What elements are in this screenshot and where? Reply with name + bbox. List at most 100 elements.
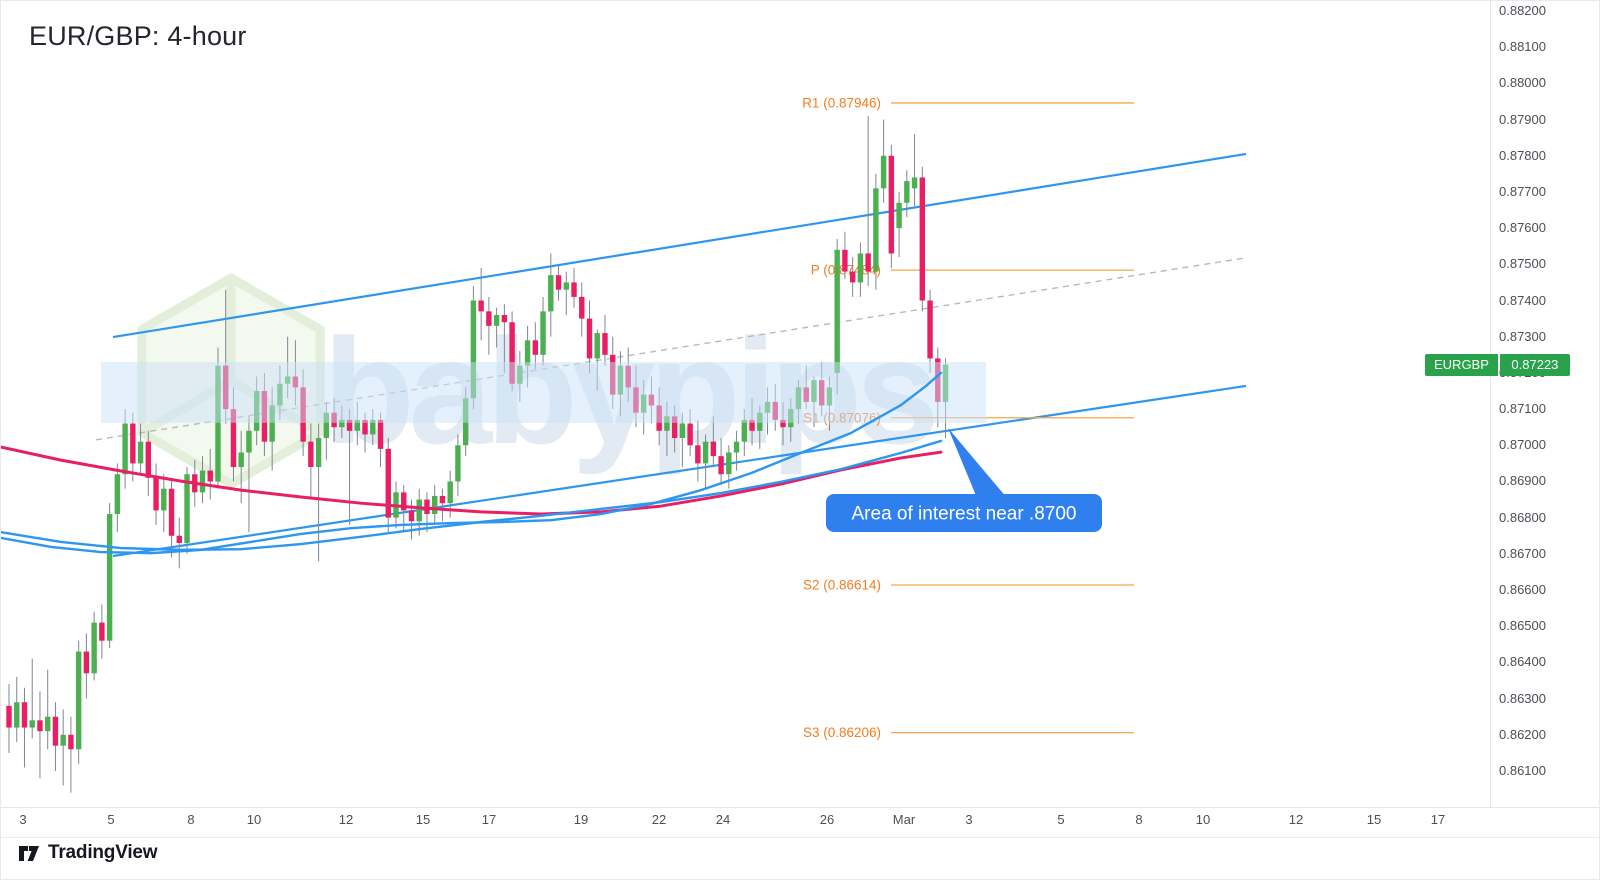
time-axis-label: 8 — [1135, 812, 1143, 827]
time-axis-label: 15 — [1366, 812, 1382, 827]
candle-up — [834, 249, 840, 373]
candle-down — [555, 275, 562, 290]
last-price-value: 0.87223 — [1499, 353, 1570, 376]
candle-down — [671, 416, 678, 439]
candle-down — [176, 535, 182, 543]
candle-down — [710, 441, 717, 457]
candle-up — [184, 474, 190, 543]
candle-down — [586, 318, 593, 359]
candle-up — [455, 445, 461, 482]
time-axis-label: 15 — [415, 812, 431, 827]
price-axis-label: 0.86100 — [1499, 762, 1546, 778]
candle-up — [91, 622, 97, 674]
candle-down — [230, 409, 237, 467]
time-axis-label: 8 — [187, 812, 195, 827]
candle-up — [29, 720, 35, 728]
candle-down — [532, 340, 539, 355]
area-of-interest-band[interactable] — [101, 362, 986, 423]
price-axis-label: 0.88200 — [1499, 3, 1546, 18]
candle-down — [602, 333, 608, 355]
candle-up — [215, 365, 221, 482]
candle-down — [780, 419, 786, 428]
candle-down — [849, 271, 856, 283]
candle-up — [540, 311, 546, 355]
candle-down — [501, 314, 508, 323]
candle-up — [741, 419, 747, 442]
candle-down — [695, 445, 701, 464]
time-axis-label: 12 — [1288, 812, 1304, 827]
candle-down — [842, 249, 848, 272]
mid-trend-line[interactable] — [95, 257, 1247, 441]
time-axis-label: 5 — [1057, 812, 1065, 827]
candle-down — [83, 651, 90, 674]
callout-text: Area of interest near .8700 — [852, 504, 1077, 525]
candle-down — [6, 705, 12, 728]
candle-down — [486, 311, 492, 326]
page-title: EUR/GBP: 4-hour — [29, 21, 247, 51]
candle-down — [168, 488, 175, 536]
price-axis-label: 0.87600 — [1499, 220, 1546, 236]
candle-up — [323, 412, 330, 439]
candle-up — [702, 441, 709, 464]
candle-up — [726, 452, 732, 475]
candle-up — [432, 495, 438, 515]
price-axis-divider — [1490, 1, 1491, 807]
candle-up — [524, 340, 531, 366]
candle-up — [114, 474, 121, 515]
candle-up — [447, 481, 453, 504]
time-axis-label: 5 — [107, 812, 115, 827]
candle-up — [246, 430, 252, 453]
candle-up — [122, 423, 128, 475]
time-axis-label: 10 — [1195, 812, 1211, 827]
candle-down — [21, 702, 28, 728]
candle-up — [548, 275, 554, 312]
tradingview-attribution[interactable]: TradingView — [17, 841, 158, 865]
candle-down — [362, 419, 368, 435]
candle-up — [733, 441, 740, 453]
candle-up — [896, 202, 902, 229]
price-axis-label: 0.87800 — [1499, 147, 1546, 163]
time-axis-divider — [1, 807, 1599, 808]
ma-pink-line[interactable] — [1, 445, 943, 516]
candle-down — [888, 155, 895, 254]
ma-blue-slow-line[interactable] — [1, 439, 943, 552]
candle-down — [37, 720, 43, 732]
time-axis-label: 17 — [1430, 812, 1446, 827]
candle-down — [68, 734, 74, 750]
time-axis-label: 17 — [481, 812, 497, 827]
candle-down — [52, 716, 59, 746]
lower-channel-line[interactable] — [112, 384, 1247, 558]
price-axis[interactable]: 0.88200 0.88100 0.88000 0.87900 0.87800 0.877… — [1491, 1, 1599, 807]
candle-up — [857, 253, 864, 283]
pivot-label: R1 (0.87946) — [802, 95, 881, 110]
candle-down — [687, 423, 693, 446]
candle-up — [161, 488, 167, 511]
last-price-symbol: EURGBP — [1425, 353, 1498, 376]
time-axis-label: 12 — [338, 812, 354, 827]
time-axis[interactable]: 3 5 8 10 12 15 17 19 22 24 26 Mar 3 5 8 10 12 15 17 — [1, 807, 1490, 837]
candle-up — [416, 499, 422, 522]
candle-down — [408, 510, 415, 522]
candle-up — [904, 181, 910, 203]
candle-up — [493, 314, 500, 326]
price-axis-label: 0.87700 — [1499, 183, 1546, 199]
candle-down — [718, 456, 724, 475]
time-axis-label: 19 — [573, 812, 589, 827]
candle-up — [45, 716, 51, 732]
callout-annotation[interactable]: Area of interest near .8700 — [826, 428, 1102, 532]
candle-down — [927, 300, 933, 359]
candle-up — [75, 651, 82, 750]
candle-up — [664, 416, 670, 431]
upper-channel-line[interactable] — [112, 152, 1247, 339]
time-axis-label: 10 — [246, 812, 262, 827]
candle-up — [14, 702, 20, 728]
ma-blue-fast-line[interactable] — [1, 371, 943, 555]
price-axis-label: 0.86700 — [1499, 545, 1546, 561]
candle-up — [470, 300, 477, 399]
candle-down — [130, 423, 136, 464]
candle-down — [571, 282, 577, 297]
price-axis-label: 0.86800 — [1499, 509, 1546, 525]
candle-down — [865, 253, 871, 272]
highlight — [101, 362, 986, 423]
